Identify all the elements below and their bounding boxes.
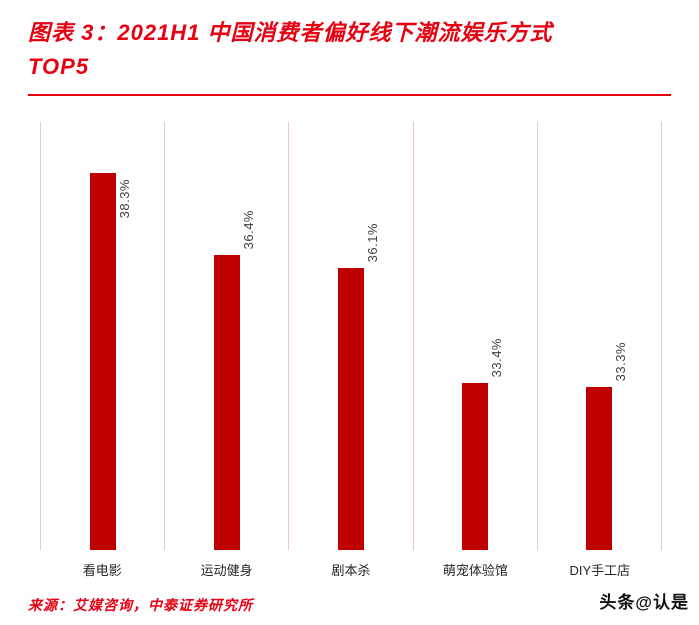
chart-column: 38.3% [40,122,164,551]
category-label: 剧本杀 [331,563,371,579]
figure-title-line1: 图表 3：2021H1 中国消费者偏好线下潮流娱乐方式 [28,20,553,45]
category-label: 萌宠体验馆 [442,563,508,579]
chart-column: 33.3% [536,122,661,551]
bar-4 [462,383,489,551]
chart-column: 36.4% [164,122,288,551]
category-label: DIY手工店 [569,563,631,579]
bar-value-label: 38.3% [116,179,132,219]
figure-header: 图表 3：2021H1 中国消费者偏好线下潮流娱乐方式 TOP5 [28,0,671,97]
bar-value-label: 33.3% [613,341,629,382]
plot-area: 38.3% 36.4% 36.1% 33.4% 33.3% [40,122,662,551]
bar-3 [338,268,364,551]
bar-2 [213,255,240,551]
category-label: 看电影 [82,563,122,579]
bar-value-label: 36.4% [240,209,256,250]
bar-value-label: 33.4% [489,337,505,378]
source-note: 来源：艾媒咨询，中泰证券研究所 [28,597,253,613]
bar-chart: 38.3% 36.4% 36.1% 33.4% 33.3% [40,122,662,551]
figure-title-line2: TOP5 [28,54,90,80]
watermark-text: 头条@认是 [599,593,689,612]
chart-column: 33.4% [412,122,537,551]
category-label: 运动健身 [200,563,253,579]
x-axis-labels: 看电影 运动健身 剧本杀 萌宠体验馆 DIY手工店 [40,550,662,579]
chart-column: 36.1% [288,122,412,551]
bar-5 [586,387,613,551]
bar-1 [89,173,116,551]
bar-value-label: 36.1% [365,222,380,263]
